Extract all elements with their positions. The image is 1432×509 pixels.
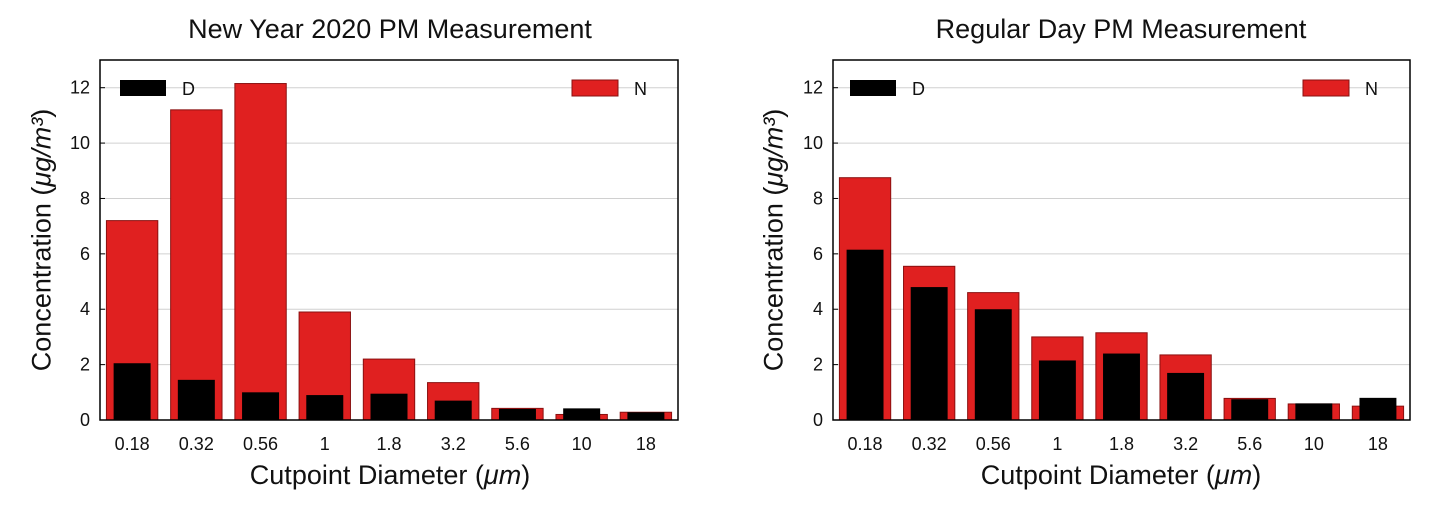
y-tick-label: 4 [813,299,823,319]
bar-N-0.32 [170,109,223,421]
chart-svg-left: 0 2 4 6 8 10 12 0.18 0.32 0.56 1 1.8 3.2 5.6 10 18 D N [70,59,679,454]
x-tick-label: 5.6 [505,434,530,454]
plot-frame [832,59,1411,421]
bar-D-10 [1295,403,1333,420]
x-tick-label: 0.56 [976,434,1011,454]
x-tick-label: 0.56 [243,434,278,454]
x-tick-label: 18 [1368,434,1388,454]
bar-D-10 [563,408,601,420]
y-tick-label: 0 [813,410,823,430]
x-tick-label: 3.2 [1173,434,1198,454]
chart-title: New Year 2020 PM Measurement [188,14,592,44]
x-tick-label: 1.8 [1109,434,1134,454]
bar-D-0.18 [113,363,151,420]
x-axis-label: Cutpoint Diameter (μm) [980,460,1262,490]
y-tick-label: 6 [80,244,90,264]
legend-label-D: D [912,79,925,99]
legend-label-D: D [182,79,195,99]
bar-D-1 [1038,360,1076,420]
x-tick-label: 0.32 [912,434,947,454]
y-tick-label: 8 [80,188,90,208]
bar-D-0.18 [846,249,884,420]
bar-D-5.6 [1231,399,1269,420]
y-axis-label: Concentration (μg/m³) [26,108,57,372]
bar-N-0.56 [234,83,287,421]
legend-label-N: N [1365,79,1378,99]
bar-D-18 [1359,397,1397,420]
y-axis-label: Concentration (μg/m³) [758,108,789,372]
legend-swatch-D [120,80,166,96]
x-tick-label: 5.6 [1237,434,1262,454]
chart-title: Regular Day PM Measurement [935,14,1307,44]
y-tick-label: 8 [813,188,823,208]
bar-D-0.32 [177,379,215,420]
x-tick-label: 0.32 [179,434,214,454]
bar-D-1.8 [1103,353,1140,420]
y-tick-label: 2 [80,355,90,375]
y-tick-label: 2 [813,355,823,375]
x-tick-label: 1 [1052,434,1062,454]
x-tick-label: 3.2 [441,434,466,454]
bar-D-3.2 [434,400,472,420]
bar-D-3.2 [1167,372,1205,420]
bar-D-5.6 [498,408,536,420]
x-axis-label: Cutpoint Diameter (μm) [249,460,531,490]
y-tick-label: 10 [70,133,90,153]
x-tick-label: 1 [320,434,330,454]
y-tick-label: 6 [813,244,823,264]
legend-swatch-N [1302,79,1350,97]
chart-panel-right: 0 2 4 6 8 10 12 0.18 0.32 0.56 1 1.8 3.2 5.6 10 18 D N Re… [716,0,1432,509]
chart-svg-right: 0 2 4 6 8 10 12 0.18 0.32 0.56 1 1.8 3.2 5.6 10 18 D N [803,59,1411,454]
y-tick-label: 12 [70,78,90,98]
plot-frame [99,59,679,421]
x-tick-label: 1.8 [376,434,401,454]
bar-D-0.56 [974,309,1012,420]
y-tick-label: 4 [80,299,90,319]
y-tick-label: 0 [80,410,90,430]
legend-swatch-D [850,80,896,96]
x-tick-label: 10 [572,434,592,454]
x-tick-label: 0.18 [848,434,883,454]
x-tick-label: 18 [636,434,656,454]
x-tick-label: 10 [1304,434,1324,454]
legend-label-N: N [634,79,647,99]
chart-panel-left: 0 2 4 6 8 10 12 0.18 0.32 0.56 1 1.8 3.2 5.6 10 18 D N Ne… [26,14,679,490]
x-tick-label: 0.18 [115,434,150,454]
bar-D-0.32 [910,287,948,420]
legend-swatch-N [571,79,619,97]
y-tick-label: 10 [803,133,823,153]
y-tick-label: 12 [803,78,823,98]
